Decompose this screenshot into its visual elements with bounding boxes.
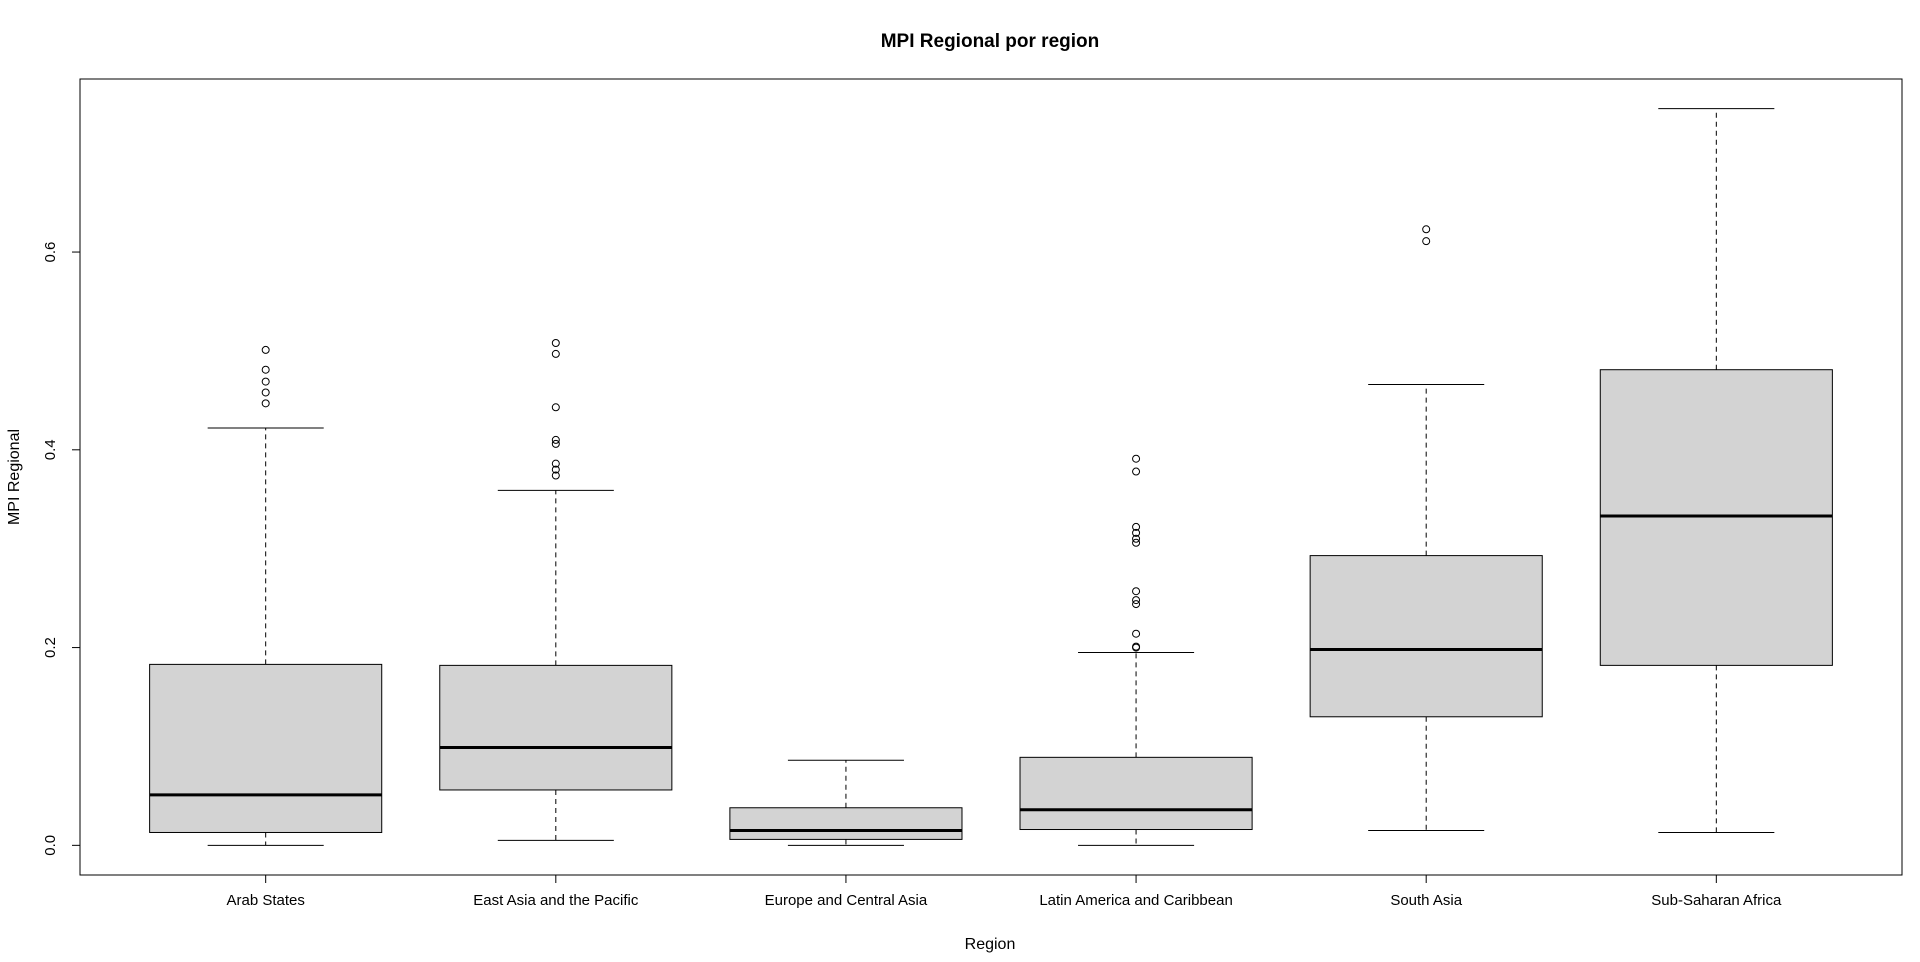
x-tick-label: Latin America and Caribbean [1039, 892, 1232, 909]
outlier-point [551, 435, 560, 444]
outlier-point [551, 465, 560, 474]
outlier-point [551, 471, 560, 480]
outlier-point [1422, 225, 1431, 234]
x-tick-label: Sub-Saharan Africa [1651, 892, 1782, 909]
outlier-point [1132, 454, 1141, 463]
outlier-point [261, 365, 270, 374]
box-europe-and-central-asia [729, 759, 963, 846]
outlier-point [1132, 642, 1141, 651]
outlier-point [551, 339, 560, 348]
outlier-point [1132, 534, 1141, 543]
box-east-asia-and-the-pacific [439, 339, 673, 841]
outlier-point [261, 399, 270, 408]
box-sub-saharan-africa [1599, 108, 1833, 833]
outlier-point [261, 388, 270, 397]
x-axis-title: Region [965, 936, 1016, 953]
chart-title: MPI Regional por region [881, 31, 1100, 52]
outlier-point [1132, 596, 1141, 605]
y-tick-label: 0.4 [42, 439, 59, 460]
outlier-point [1132, 538, 1141, 547]
box-arab-states [149, 345, 383, 846]
y-axis-title: MPI Regional [6, 429, 23, 525]
x-tick-label: East Asia and the Pacific [473, 892, 639, 909]
outlier-point [1132, 587, 1141, 596]
box-south-asia [1309, 225, 1543, 832]
outlier-point [551, 403, 560, 412]
box-latin-america-and-caribbean [1019, 454, 1253, 846]
iqr-box [149, 663, 383, 833]
x-axis: Arab States East Asia and the Pacific Euro… [226, 875, 1782, 909]
iqr-box [729, 807, 963, 840]
outlier-point [1422, 237, 1431, 246]
outlier-point [261, 377, 270, 386]
x-tick-label: Arab States [226, 892, 304, 909]
outlier-point [1132, 528, 1141, 537]
iqr-box [1019, 756, 1253, 831]
boxes-group [149, 108, 1833, 846]
outlier-point [261, 345, 270, 354]
outlier-point [551, 459, 560, 468]
x-tick-label: Europe and Central Asia [765, 892, 928, 909]
outlier-point [1132, 600, 1141, 609]
y-axis: 0.0 0.2 0.4 0.6 [42, 242, 81, 856]
outlier-point [1132, 467, 1141, 476]
outlier-point [551, 439, 560, 448]
outlier-point [551, 349, 560, 358]
x-tick-label: South Asia [1390, 892, 1462, 909]
iqr-box [1309, 555, 1543, 718]
outlier-point [1132, 522, 1141, 531]
y-tick-label: 0.6 [42, 242, 59, 263]
outlier-point [1132, 629, 1141, 638]
iqr-box [439, 664, 673, 791]
y-tick-label: 0.2 [42, 637, 59, 658]
y-tick-label: 0.0 [42, 835, 59, 856]
